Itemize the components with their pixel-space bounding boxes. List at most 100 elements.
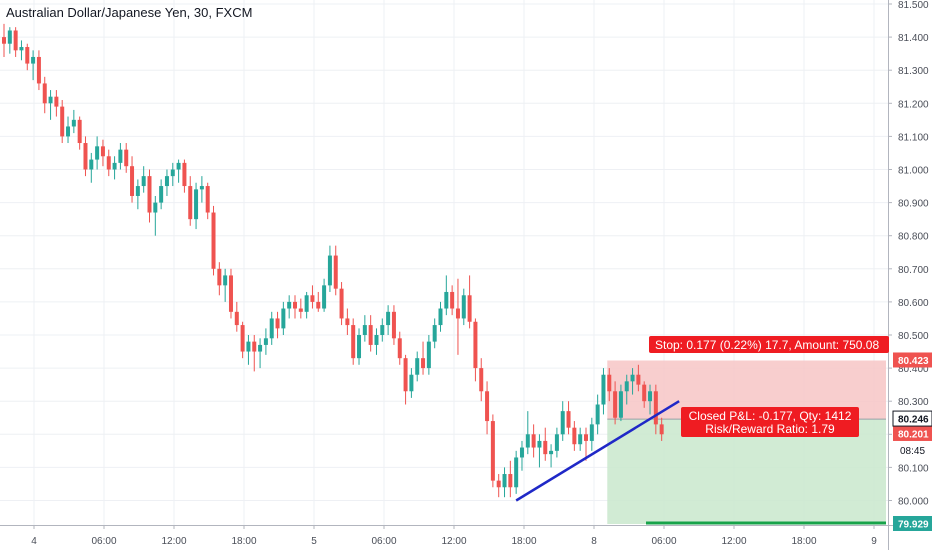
price-tag-1-box: [893, 425, 932, 441]
candle: [147, 169, 152, 223]
candle: [287, 295, 292, 319]
candle: [578, 427, 583, 451]
y-tick-label: 81.400: [898, 33, 929, 44]
candle-body: [409, 374, 414, 392]
candle: [42, 76, 47, 114]
y-tick-label: 80.300: [898, 397, 929, 408]
countdown-label: 08:45: [900, 446, 925, 457]
y-tick-label: 81.300: [898, 66, 929, 77]
candle: [234, 301, 239, 332]
candle: [642, 381, 647, 408]
candle-body: [607, 374, 612, 392]
candle-body: [112, 162, 117, 170]
candle: [362, 315, 367, 342]
candle-body: [467, 295, 472, 322]
candle-body: [164, 176, 169, 187]
candle-body: [89, 159, 94, 170]
candle: [153, 195, 158, 236]
candle-body: [386, 311, 391, 326]
candle: [537, 434, 542, 468]
candle: [496, 474, 501, 498]
candle-body: [7, 30, 12, 44]
x-tick-label: 4: [31, 536, 37, 547]
candle-body: [345, 318, 350, 326]
candle-body: [560, 411, 565, 435]
candle: [572, 421, 577, 451]
candle: [653, 384, 658, 435]
candle-body: [566, 411, 571, 428]
trendline[interactable]: [515, 400, 680, 502]
candle-body: [653, 391, 658, 425]
candle: [83, 136, 88, 177]
candle: [112, 156, 117, 180]
candle: [595, 394, 600, 435]
candle-body: [327, 255, 332, 286]
candle: [13, 27, 18, 57]
candle-body: [100, 146, 105, 157]
candle-body: [188, 186, 193, 220]
candle: [618, 384, 623, 422]
candle: [217, 262, 222, 296]
candle: [327, 245, 332, 292]
candle-body: [54, 96, 59, 107]
candle-body: [2, 37, 6, 44]
candle: [182, 159, 187, 193]
candle: [426, 335, 431, 375]
candle: [455, 278, 460, 355]
candle: [60, 99, 65, 144]
candle: [444, 275, 449, 316]
candle: [164, 169, 169, 196]
candle-body: [461, 295, 466, 319]
candle: [304, 291, 309, 319]
candle: [397, 331, 402, 365]
position-zones: [607, 360, 886, 525]
x-tick-label: 06:00: [371, 536, 396, 547]
candle-body: [83, 143, 88, 170]
candle: [589, 417, 594, 451]
candle-body: [374, 335, 379, 345]
candlestick-series[interactable]: [2, 23, 664, 498]
y-tick-label: 80.700: [898, 265, 929, 276]
candle: [554, 427, 559, 458]
candle-body: [485, 391, 490, 422]
candle-body: [194, 189, 199, 220]
chart-title: Australian Dollar/Japanese Yen, 30, FXCM: [6, 5, 253, 20]
candle-body: [170, 169, 175, 177]
candle: [351, 318, 356, 365]
candle: [624, 374, 629, 405]
candle: [391, 305, 396, 345]
y-tick-label: 80.800: [898, 232, 929, 243]
candle: [566, 401, 571, 435]
candle: [240, 321, 245, 359]
y-tick-label: 80.100: [898, 463, 929, 474]
x-tick-label: 18:00: [791, 536, 816, 547]
candle-body: [432, 325, 437, 342]
candle-body: [549, 450, 554, 455]
candle: [281, 301, 286, 335]
candle: [560, 401, 565, 441]
candle-body: [601, 374, 606, 405]
candle: [508, 460, 513, 498]
candle-body: [60, 106, 65, 137]
candle-body: [450, 291, 455, 309]
candle-body: [519, 447, 524, 458]
candle-body: [362, 325, 367, 335]
candle-body: [135, 186, 140, 196]
candle-body: [572, 427, 577, 445]
x-tick-label: 06:00: [651, 536, 676, 547]
candle-body: [473, 321, 478, 369]
candle-body: [415, 358, 420, 375]
candle: [48, 90, 53, 120]
candle: [607, 368, 612, 402]
closed-pl-box: [681, 407, 859, 437]
candle: [258, 338, 263, 369]
candle: [25, 43, 30, 71]
candle: [421, 341, 426, 375]
candle-body: [141, 176, 146, 187]
candle: [124, 143, 129, 173]
candle: [170, 162, 175, 187]
candle: [205, 182, 210, 220]
candle-body: [246, 341, 251, 352]
candle: [194, 182, 199, 230]
